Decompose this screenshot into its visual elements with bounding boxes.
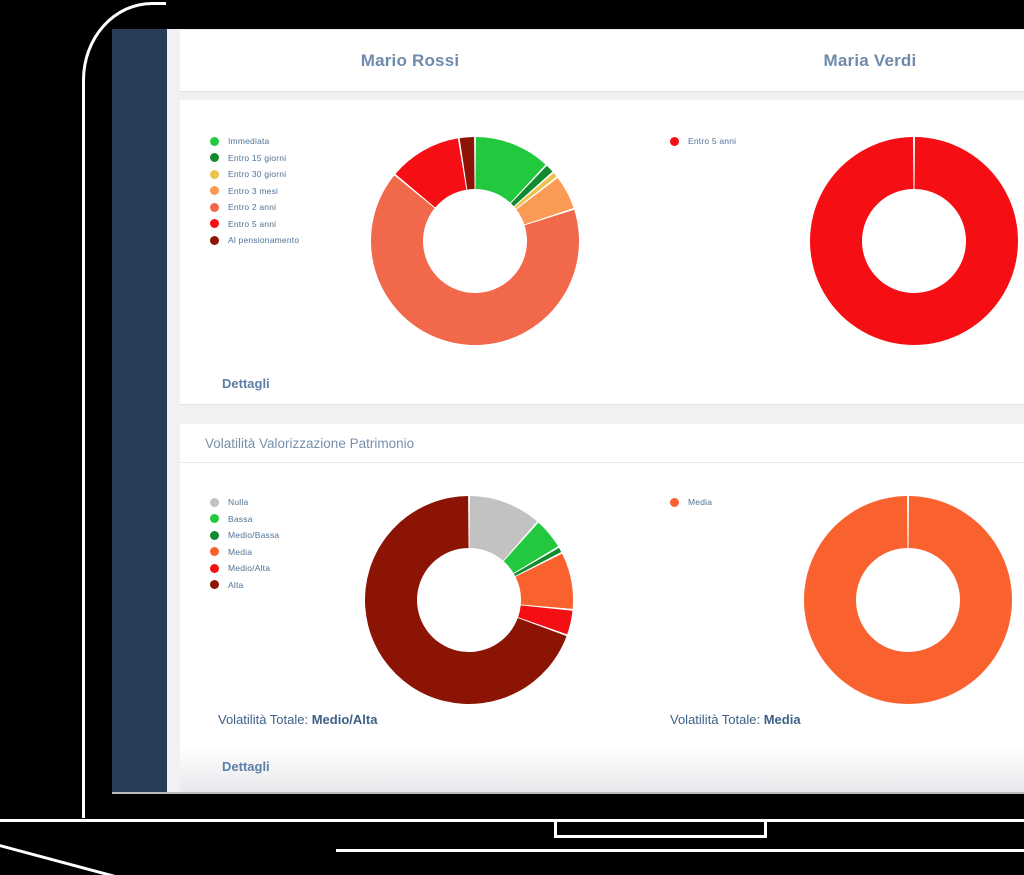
- legend-item: Entro 15 giorni: [210, 150, 299, 167]
- donut-slice-medio-alta[interactable]: [518, 605, 573, 635]
- legend-label: Entro 30 giorni: [228, 169, 287, 180]
- donut-slice-entro-3-mesi[interactable]: [516, 177, 574, 225]
- volatility-donut-chart-person1[interactable]: [364, 495, 574, 705]
- legend-color-dot: [210, 530, 219, 540]
- legend-color-dot: [670, 136, 679, 146]
- legend-color-dot: [210, 497, 219, 507]
- legend-item: Al pensionamento: [210, 232, 299, 249]
- volatility-total-value: Media: [763, 712, 801, 727]
- legend-item: Alta: [210, 577, 279, 594]
- donut-slice-entro-5-anni[interactable]: [810, 137, 1018, 345]
- time-horizon-card: Immediata Entro 15 giorni Entro 30 giorni E…: [180, 100, 1024, 405]
- volatility-total-value: Medio/Alta: [311, 712, 378, 727]
- legend-item: Media: [670, 494, 712, 511]
- donut-slice-entro-5-anni[interactable]: [395, 138, 467, 208]
- legend-item: Medio/Bassa: [210, 527, 279, 544]
- laptop-base-top-edge: [0, 819, 1024, 822]
- donut-slice-entro-2-anni[interactable]: [371, 175, 580, 345]
- donut-slice-media[interactable]: [804, 496, 1012, 704]
- legend-item: Nulla: [210, 494, 279, 511]
- donut-slice-al-pensionamento[interactable]: [459, 137, 475, 190]
- comparison-header: Mario Rossi Maria Verdi: [180, 30, 1024, 92]
- details-link-volatility[interactable]: Dettagli: [222, 759, 270, 774]
- laptop-base-front-edge: [336, 849, 1024, 852]
- person2-horizon-panel: Entro 5 anni: [640, 100, 1024, 404]
- legend-item: Entro 2 anni: [210, 199, 299, 216]
- legend-color-dot: [670, 497, 679, 507]
- legend-color-dot: [210, 580, 219, 590]
- volatility-card: Volatilità Valorizzazione Patrimonio Nul…: [180, 424, 1024, 792]
- app-screen: Mario Rossi Maria Verdi Immediata Entro 1…: [112, 29, 1024, 794]
- legend-label: Medio/Bassa: [228, 530, 280, 541]
- legend-color-dot: [210, 169, 219, 179]
- laptop-base-notch: [554, 819, 767, 838]
- person-column-header-2: Maria Verdi: [823, 50, 917, 70]
- volatility-total-person1: Volatilità Totale: Medio/Alta: [218, 712, 377, 727]
- legend-label: Al pensionamento: [228, 235, 300, 246]
- legend-color-dot: [210, 235, 219, 245]
- person1-volatility-panel: Nulla Bassa Medio/Bassa Media Medio/Alta Alta…: [180, 424, 640, 792]
- volatility-legend-person2: Media: [670, 494, 712, 511]
- volatility-total-prefix: Volatilità Totale:: [670, 712, 764, 727]
- donut-slice-medio-bassa[interactable]: [513, 547, 562, 576]
- donut-slice-bassa[interactable]: [503, 522, 559, 574]
- legend-label: Immediata: [228, 136, 270, 147]
- legend-item: Media: [210, 544, 279, 561]
- legend-label: Entro 5 anni: [228, 218, 277, 229]
- volatility-total-person2: Volatilità Totale: Media: [670, 712, 801, 727]
- donut-slice-entro-30-giorni[interactable]: [514, 172, 557, 209]
- legend-color-dot: [210, 219, 219, 229]
- legend-label: Medio/Alta: [228, 563, 271, 574]
- volatility-section-title: Volatilità Valorizzazione Patrimonio: [205, 435, 415, 451]
- legend-label: Entro 3 mesi: [228, 185, 279, 196]
- legend-label: Media: [228, 546, 253, 557]
- legend-label: Media: [688, 497, 713, 508]
- legend-color-dot: [210, 547, 219, 557]
- donut-slice-nulla[interactable]: [469, 496, 538, 561]
- horizon-legend-person1: Immediata Entro 15 giorni Entro 30 giorni E…: [210, 133, 299, 249]
- volatility-card-footer: Dettagli: [180, 745, 1024, 792]
- legend-color-dot: [210, 186, 219, 196]
- legend-item: Entro 3 mesi: [210, 183, 299, 200]
- horizon-legend-person2: Entro 5 anni: [670, 133, 736, 150]
- donut-slice-immediata[interactable]: [475, 137, 546, 203]
- volatility-donut-chart-person2[interactable]: [803, 495, 1013, 705]
- section-divider: [180, 462, 1024, 463]
- laptop-base-left-edge: [0, 843, 296, 875]
- donut-slice-entro-15-giorni[interactable]: [510, 165, 553, 207]
- navigation-sidebar: [112, 29, 167, 792]
- legend-label: Nulla: [228, 497, 249, 508]
- details-link-horizon[interactable]: Dettagli: [222, 376, 270, 391]
- legend-label: Entro 5 anni: [688, 136, 737, 147]
- legend-label: Entro 15 giorni: [228, 152, 287, 163]
- legend-color-dot: [210, 136, 219, 146]
- donut-slice-media[interactable]: [515, 553, 573, 609]
- legend-label: Alta: [228, 579, 244, 590]
- person-column-header-1: Mario Rossi: [360, 50, 460, 70]
- legend-item: Entro 30 giorni: [210, 166, 299, 183]
- legend-color-dot: [210, 202, 219, 212]
- legend-label: Entro 2 anni: [228, 202, 277, 213]
- main-content: Mario Rossi Maria Verdi Immediata Entro 1…: [180, 29, 1024, 792]
- legend-color-dot: [210, 514, 219, 524]
- legend-item: Immediata: [210, 133, 299, 150]
- person1-horizon-panel: Immediata Entro 15 giorni Entro 30 giorni E…: [180, 100, 640, 404]
- horizon-donut-chart-person2[interactable]: [809, 136, 1019, 346]
- legend-item: Bassa: [210, 511, 279, 528]
- legend-label: Bassa: [228, 513, 253, 524]
- volatility-total-prefix: Volatilità Totale:: [218, 712, 312, 727]
- legend-color-dot: [210, 563, 219, 573]
- legend-color-dot: [210, 153, 219, 163]
- legend-item: Medio/Alta: [210, 560, 279, 577]
- horizon-donut-chart-person1[interactable]: [370, 136, 580, 346]
- donut-slice-alta[interactable]: [365, 496, 567, 704]
- person2-volatility-panel: Media Volatilità Totale: Media: [640, 424, 1024, 792]
- volatility-legend-person1: Nulla Bassa Medio/Bassa Media Medio/Alta Alta: [210, 494, 279, 593]
- legend-item: Entro 5 anni: [670, 133, 736, 150]
- legend-item: Entro 5 anni: [210, 216, 299, 233]
